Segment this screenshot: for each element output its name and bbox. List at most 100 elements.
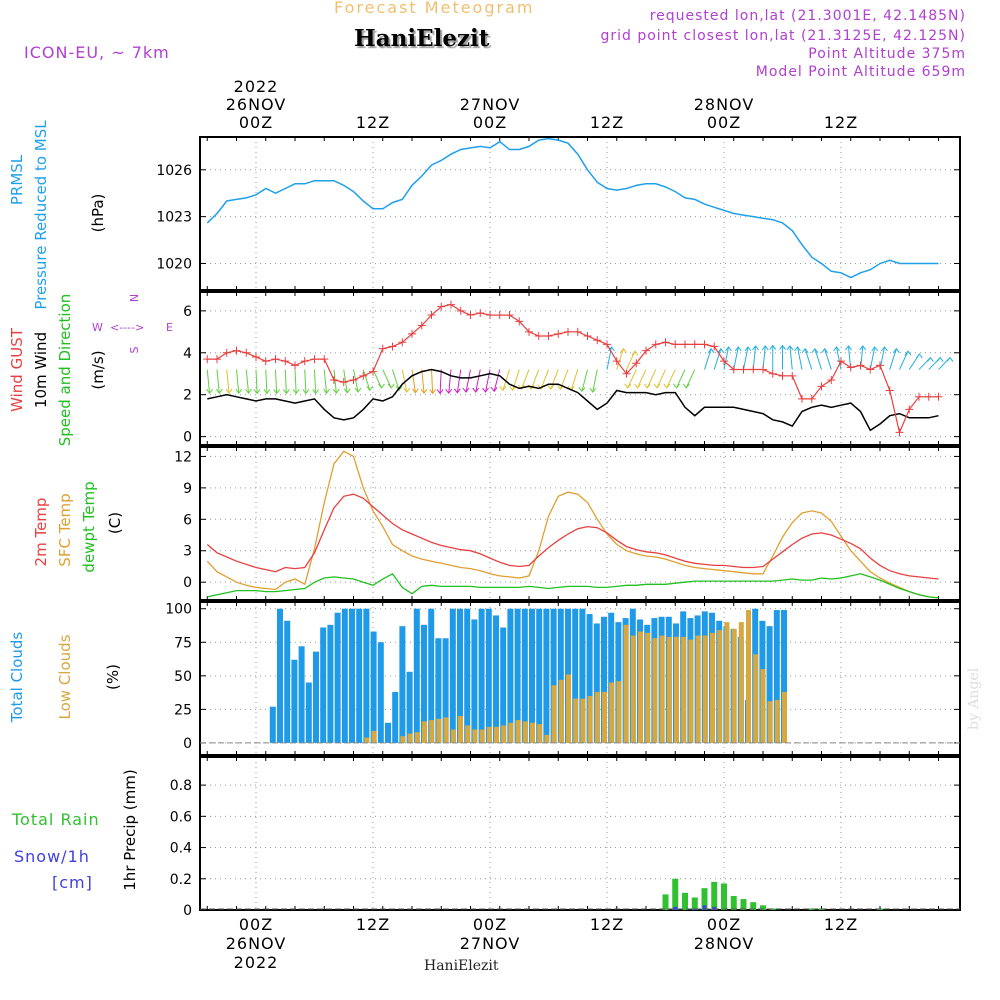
total-cloud-bar — [507, 608, 514, 743]
wind-arrowhead — [215, 388, 223, 395]
wind-arrow — [323, 369, 328, 394]
compass-w: W — [92, 321, 103, 334]
wind-arrowhead — [643, 383, 651, 389]
wind-arrow — [550, 369, 559, 390]
wind-arrow — [540, 369, 549, 390]
wind-arrow — [465, 369, 471, 393]
gust-marker — [827, 376, 836, 385]
bottom-time-label: 00Z — [473, 915, 507, 934]
top-time-label: 27NOV — [460, 95, 521, 114]
low-cloud-bar — [710, 632, 715, 743]
low-cloud-bar — [371, 730, 377, 743]
low-cloud-bar — [666, 636, 672, 743]
wind-arrow — [512, 369, 520, 391]
gust-marker — [554, 329, 563, 338]
wind-arrowhead — [653, 383, 661, 389]
wind-arrowhead — [343, 388, 351, 394]
sfc-temp-label: SFC Temp — [56, 493, 74, 566]
wind-arrow — [421, 369, 425, 394]
low-cloud-bar — [738, 622, 744, 743]
wind-arrowhead — [445, 388, 453, 395]
rain-bar — [730, 895, 737, 910]
ytick-label: 0 — [183, 430, 192, 446]
wind-arrow — [265, 369, 268, 394]
panel-precip-grid: 0 0.2 0.4 0.6 0.8 — [170, 757, 960, 919]
wind-arrowhead — [366, 386, 374, 392]
top-time-label: 12Z — [590, 113, 624, 132]
snow-bar — [673, 906, 678, 910]
panel-wind-grid: 0 2 4 6 — [183, 292, 960, 446]
total-cloud-bar — [485, 608, 492, 743]
total-cloud-bar — [298, 646, 305, 743]
total-cloud-bar — [284, 620, 291, 743]
low-cloud-bar — [501, 725, 507, 743]
total-cloud-bar — [421, 624, 427, 743]
gust-marker — [651, 340, 660, 349]
wind-arrow — [789, 345, 793, 370]
gust-marker — [300, 357, 309, 366]
total-cloud-bar — [457, 608, 463, 743]
low-cloud-bar — [364, 737, 370, 743]
t2m-label: 2m Temp — [32, 498, 50, 567]
wind-arrow — [372, 369, 382, 389]
gust-marker — [856, 361, 865, 370]
total-cloud-bar — [277, 608, 283, 743]
gust-marker — [837, 357, 845, 366]
wind-arrowhead — [589, 387, 597, 393]
low-clouds-label: Low Clouds — [56, 634, 74, 719]
total-cloud-bar — [356, 608, 363, 743]
gust-marker — [281, 357, 290, 366]
total-cloud-bar — [521, 608, 528, 743]
low-cloud-bar — [436, 718, 442, 743]
gust-marker — [642, 346, 650, 355]
wind-arrowhead — [420, 388, 428, 395]
gust-marker — [817, 382, 826, 391]
precip-bars — [662, 878, 883, 910]
gust-marker — [242, 348, 251, 357]
requested-coords: requested lon,lat (21.3001E, 42.1485N) — [649, 8, 966, 24]
wind-arrow — [646, 369, 657, 389]
panel-wind-frame — [199, 291, 961, 446]
wind-arrowhead — [915, 353, 923, 359]
location-title: HaniElezit — [354, 25, 490, 52]
wind-arrowhead — [206, 388, 213, 395]
low-cloud-bar — [494, 726, 499, 743]
ytick-label: 0 — [183, 903, 192, 919]
gust-marker — [388, 342, 397, 351]
gust-marker — [905, 405, 914, 414]
wind-arrowhead — [761, 345, 769, 351]
wind-gust-line — [207, 303, 939, 435]
wind-arrow — [448, 369, 452, 394]
ytick-label: 75 — [174, 635, 192, 651]
wind-arrow — [401, 369, 408, 393]
low-cloud-bar — [774, 699, 780, 743]
gust-marker — [739, 365, 748, 374]
gust-marker — [632, 359, 641, 368]
total-clouds-label: Total Clouds — [8, 632, 26, 724]
total-cloud-bar — [377, 642, 384, 743]
low-cloud-bar — [767, 701, 773, 743]
low-cloud-bar — [630, 635, 636, 743]
total-cloud-bar — [514, 608, 521, 743]
gust-marker — [398, 338, 407, 347]
wind-arrowhead — [752, 345, 759, 351]
wind-arrowhead — [245, 388, 252, 395]
low-cloud-bar — [782, 691, 787, 743]
gust-marker — [447, 300, 455, 309]
top-time-label: 2022 — [234, 77, 279, 96]
low-cloud-bar — [443, 717, 449, 743]
gust-marker — [495, 311, 504, 320]
wind-arrow — [743, 346, 749, 370]
wind-arrowhead — [734, 346, 742, 352]
low-cloud-bar — [479, 729, 485, 743]
wind-arrowhead — [482, 387, 489, 393]
low-cloud-bar — [746, 610, 751, 743]
low-cloud-bar — [537, 724, 543, 743]
wind-arrowhead — [323, 388, 330, 395]
total-cloud-bar — [305, 682, 312, 743]
ytick-label: 50 — [174, 669, 192, 685]
wind-arrow — [626, 350, 636, 370]
gust-marker — [583, 332, 592, 341]
total-cloud-bar — [291, 659, 298, 743]
wind-arrow — [824, 348, 832, 370]
